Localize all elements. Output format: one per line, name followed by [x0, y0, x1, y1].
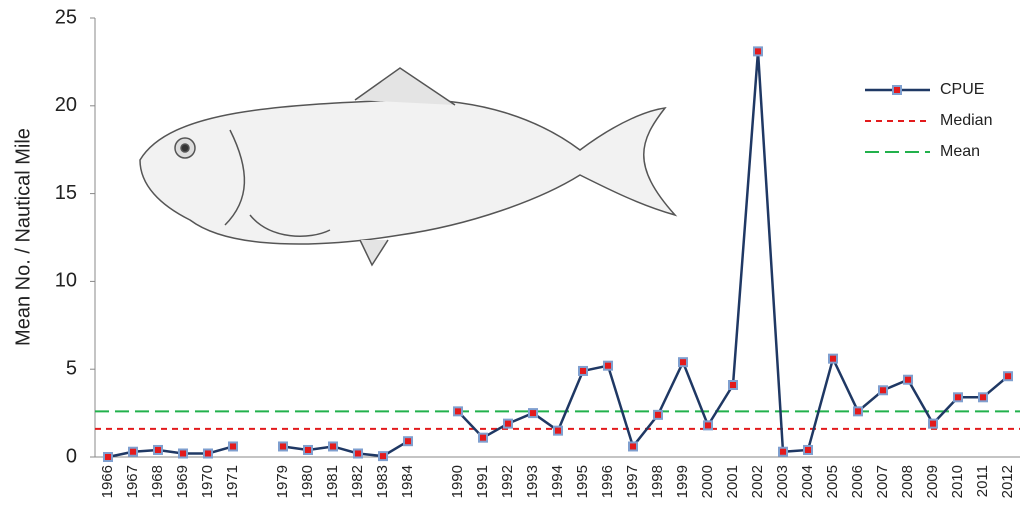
data-point: [129, 448, 137, 456]
y-tick-label: 15: [55, 182, 77, 204]
x-tick-label: 2003: [774, 465, 791, 498]
data-point: [229, 442, 237, 450]
data-point: [679, 358, 687, 366]
y-tick-label: 5: [66, 357, 77, 379]
data-point: [729, 381, 737, 389]
x-tick-label: 1971: [224, 465, 241, 498]
data-point: [504, 420, 512, 428]
x-tick-label: 1970: [199, 465, 216, 498]
x-tick-label: 1968: [149, 465, 166, 498]
data-point: [629, 442, 637, 450]
x-tick-label: 1967: [124, 465, 141, 498]
x-tick-label: 1969: [174, 465, 191, 498]
x-tick-label: 1993: [524, 465, 541, 498]
x-tick-label: 1999: [674, 465, 691, 498]
x-tick-label: 1990: [449, 465, 466, 498]
y-tick-label: 20: [55, 94, 77, 116]
data-point: [404, 437, 412, 445]
data-point: [354, 449, 362, 457]
y-tick-label: 0: [66, 445, 77, 467]
data-point: [279, 442, 287, 450]
x-tick-label: 1996: [599, 465, 616, 498]
x-tick-label: 1992: [499, 465, 516, 498]
x-tick-label: 2004: [799, 465, 816, 498]
x-tick-label: 1979: [274, 465, 291, 498]
x-tick-label: 1995: [574, 465, 591, 498]
data-point: [954, 393, 962, 401]
data-point: [379, 452, 387, 460]
x-tick-label: 1981: [324, 465, 341, 498]
x-tick-label: 2010: [949, 465, 966, 498]
x-tick-label: 2001: [724, 465, 741, 498]
data-point: [804, 446, 812, 454]
y-axis-label: Mean No. / Nautical Mile: [12, 128, 34, 346]
x-tick-label: 1980: [299, 465, 316, 498]
y-tick-label: 25: [55, 6, 77, 28]
legend-label: Median: [940, 112, 992, 129]
data-point: [579, 367, 587, 375]
legend-label: CPUE: [940, 81, 984, 98]
x-tick-label: 2012: [999, 465, 1016, 498]
legend-label: Mean: [940, 143, 980, 160]
data-point: [154, 446, 162, 454]
data-point: [704, 421, 712, 429]
x-tick-label: 1982: [349, 465, 366, 498]
data-point: [554, 427, 562, 435]
x-tick-label: 2005: [824, 465, 841, 498]
x-tick-label: 2011: [974, 465, 991, 497]
x-tick-label: 1998: [649, 465, 666, 498]
x-tick-label: 2000: [699, 465, 716, 498]
data-point: [179, 449, 187, 457]
data-point: [754, 47, 762, 55]
data-point: [904, 376, 912, 384]
data-point: [829, 355, 837, 363]
x-tick-label: 1984: [399, 465, 416, 498]
chart: Mean No. / Nautical Mile 0 5 10 15 20 25 1966 1…: [0, 0, 1023, 519]
data-point: [854, 407, 862, 415]
data-point: [654, 411, 662, 419]
data-point: [529, 409, 537, 417]
fish-illustration: [140, 68, 675, 265]
x-tick-label: 2002: [749, 465, 766, 498]
x-tick-label: 2006: [849, 465, 866, 498]
data-point: [454, 407, 462, 415]
x-tick-label: 2008: [899, 465, 916, 498]
data-point: [304, 446, 312, 454]
y-tick-label: 10: [55, 270, 77, 292]
legend-marker: [893, 86, 901, 94]
x-tick-label: 1994: [549, 465, 566, 498]
data-point: [479, 434, 487, 442]
data-point: [979, 393, 987, 401]
x-tick-label: 1997: [624, 465, 641, 498]
data-point: [204, 449, 212, 457]
data-point: [1004, 372, 1012, 380]
x-tick-label: 1966: [99, 465, 116, 498]
x-tick-label: 2007: [874, 465, 891, 498]
data-point: [604, 362, 612, 370]
data-point: [779, 448, 787, 456]
x-tick-label: 1983: [374, 465, 391, 498]
data-point: [929, 420, 937, 428]
x-tick-label: 2009: [924, 465, 941, 498]
data-point: [329, 442, 337, 450]
data-point: [104, 453, 112, 461]
x-tick-label: 1991: [474, 465, 491, 498]
data-point: [879, 386, 887, 394]
